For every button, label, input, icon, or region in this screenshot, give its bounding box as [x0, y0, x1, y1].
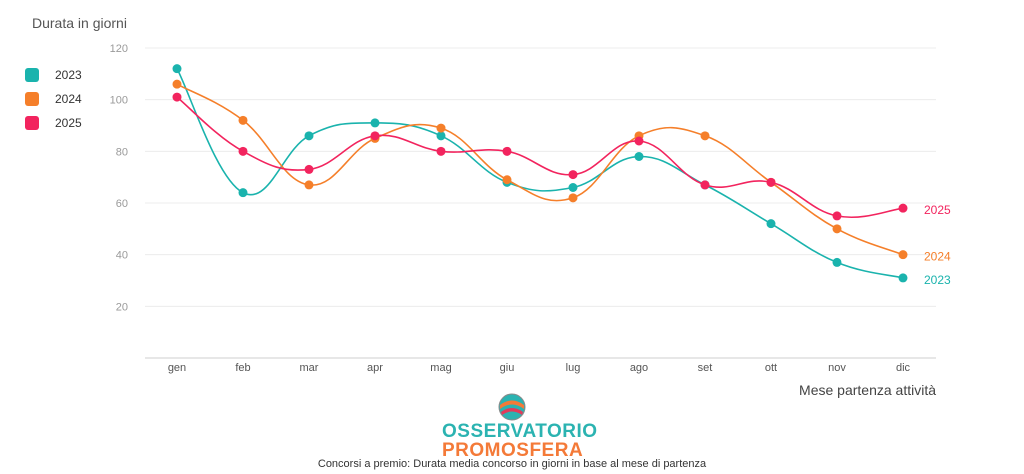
legend-label-2024[interactable]: 2024 — [55, 92, 82, 106]
x-tick-label: nov — [828, 362, 846, 374]
gridlines — [145, 47, 936, 359]
data-point-2025[interactable] — [766, 177, 776, 187]
data-point-2023[interactable] — [370, 118, 380, 128]
series-end-label-2024: 2024 — [924, 250, 951, 264]
data-point-2023[interactable] — [436, 131, 446, 141]
data-point-2024[interactable] — [502, 175, 512, 185]
x-tick-label: lug — [566, 362, 581, 374]
data-point-2024[interactable] — [436, 123, 446, 133]
legend-label-2025[interactable]: 2025 — [55, 116, 82, 130]
series-line-2024 — [176, 83, 904, 256]
series-end-label-2025: 2025 — [924, 203, 951, 217]
data-point-2025[interactable] — [568, 170, 578, 180]
legend-label-2023[interactable]: 2023 — [55, 68, 82, 82]
y-tick-label: 120 — [110, 43, 128, 55]
data-point-2024[interactable] — [568, 193, 578, 203]
data-point-2024[interactable] — [304, 180, 314, 190]
legend-marker-2023[interactable] — [25, 68, 39, 82]
x-tick-label: giu — [500, 362, 515, 374]
data-point-2023[interactable] — [304, 131, 314, 141]
series-end-label-2023: 2023 — [924, 273, 951, 287]
y-axis-title: Durata in giorni — [32, 15, 127, 31]
x-tick-label: ago — [630, 362, 648, 374]
data-point-2023[interactable] — [238, 188, 248, 198]
data-point-2023[interactable] — [568, 183, 578, 192]
data-point-2025[interactable] — [634, 136, 644, 146]
x-axis-ticks: gen feb mar apr mag giu lug ago set ott nov dic — [168, 362, 911, 374]
data-point-2023[interactable] — [898, 273, 908, 283]
x-tick-label: set — [698, 362, 713, 374]
x-tick-label: mar — [300, 362, 319, 374]
data-point-2025[interactable] — [304, 164, 314, 174]
logo-text-bottom: PROMOSFERA — [442, 440, 584, 461]
chart-caption: Concorsi a premio: Durata media concorso… — [317, 458, 707, 470]
y-tick-label: 20 — [116, 301, 128, 313]
data-point-2024[interactable] — [238, 115, 248, 125]
data-point-2024[interactable] — [172, 79, 182, 89]
x-tick-label: gen — [168, 362, 186, 374]
data-point-2023[interactable] — [172, 64, 182, 74]
data-point-2025[interactable] — [172, 92, 182, 102]
data-point-2025[interactable] — [832, 211, 842, 221]
data-point-2025[interactable] — [502, 146, 512, 156]
data-point-2023[interactable] — [634, 152, 644, 161]
logo-text-top: OSSERVATORIO — [442, 421, 598, 442]
data-point-2023[interactable] — [832, 257, 842, 267]
logo: OSSERVATORIO PROMOSFERA — [442, 392, 598, 461]
globe-icon — [498, 393, 526, 421]
data-point-2025[interactable] — [370, 131, 380, 141]
x-tick-label: feb — [235, 362, 250, 374]
data-point-2023[interactable] — [766, 219, 776, 229]
y-tick-label: 60 — [116, 198, 128, 210]
y-tick-label: 100 — [110, 95, 128, 107]
data-point-2025[interactable] — [238, 146, 248, 156]
data-point-2024[interactable] — [832, 224, 842, 234]
legend-marker-2025[interactable] — [25, 116, 39, 130]
legend-marker-2024[interactable] — [25, 92, 39, 106]
data-point-2025[interactable] — [898, 203, 908, 213]
x-axis-title: Mese partenza attività — [799, 382, 936, 398]
legend: 2023 2024 2025 — [25, 68, 82, 130]
series-lines: 2023 2024 2025 — [172, 64, 951, 287]
data-point-2024[interactable] — [898, 250, 908, 260]
y-tick-label: 40 — [116, 250, 128, 262]
y-axis-ticks: 20 40 60 80 100 120 — [110, 43, 128, 313]
x-tick-label: dic — [896, 362, 911, 374]
data-point-2025[interactable] — [436, 146, 446, 156]
x-tick-label: mag — [430, 362, 451, 374]
x-tick-label: ott — [765, 362, 777, 374]
x-tick-label: apr — [367, 362, 383, 374]
data-point-2024[interactable] — [700, 131, 710, 141]
y-tick-label: 80 — [116, 146, 128, 158]
data-point-2025[interactable] — [700, 180, 710, 190]
